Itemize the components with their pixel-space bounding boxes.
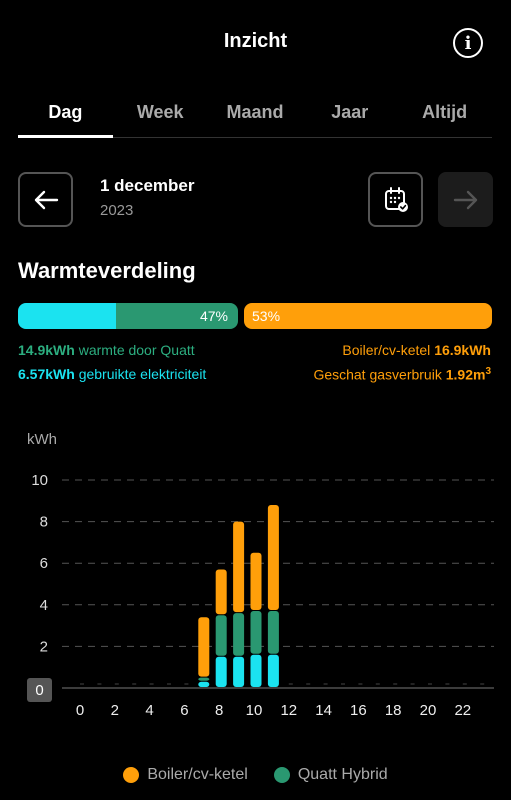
x-tick-label: 22 xyxy=(454,702,471,719)
y-tick-label: 6 xyxy=(40,555,48,572)
tab-maand[interactable]: Maand xyxy=(226,102,284,122)
legend-boiler[interactable]: Boiler/cv-ketel xyxy=(123,766,248,784)
tab-week[interactable]: Week xyxy=(136,102,184,122)
y-tick-label: 8 xyxy=(40,514,48,531)
tab-jaar[interactable]: Jaar xyxy=(331,102,369,122)
previous-day-button[interactable] xyxy=(18,172,73,227)
chart-legend: Boiler/cv-ketel Quatt Hybrid xyxy=(0,766,511,784)
y-tick-label: 0 xyxy=(35,682,43,699)
x-tick-label: 14 xyxy=(315,702,332,719)
x-tick-label: 12 xyxy=(280,702,297,719)
electricity-text: gebruikte elektriciteit xyxy=(74,366,207,382)
bar-quatthybrid-8 xyxy=(215,615,227,656)
legend-quatt-dot xyxy=(273,767,290,783)
tab-dag[interactable]: Dag xyxy=(18,96,113,138)
period-tabs: Dag Week Maand Jaar Altijd xyxy=(18,96,492,138)
bar-electricity-9 xyxy=(233,656,245,687)
x-tick-label: 8 xyxy=(215,702,223,719)
bar-boilercvketel-7 xyxy=(198,617,210,677)
bar-electricity-7 xyxy=(198,681,210,687)
quatt-heat-text: warmte door Quatt xyxy=(74,342,195,358)
gas-unit-sup: 3 xyxy=(485,366,491,377)
x-tick-label: 18 xyxy=(385,702,402,719)
x-tick-label: 6 xyxy=(180,702,188,719)
info-icon[interactable]: i xyxy=(453,28,483,58)
bar-electricity-11 xyxy=(267,654,279,687)
x-tick-label: 2 xyxy=(111,702,119,719)
bar-electricity-10 xyxy=(250,654,262,687)
legend-quatt-label: Quatt Hybrid xyxy=(297,766,388,783)
bar-quatthybrid-10 xyxy=(250,611,262,654)
bar-boilercvketel-9 xyxy=(233,521,245,613)
energy-bar-chart: kWh 0 2 4 6 8 10 0 2 4 6 8 10 12 14 16 18 20 22 xyxy=(27,431,494,719)
bar-quatthybrid-9 xyxy=(233,613,245,656)
gas-text: Geschat gasverbruik xyxy=(313,366,446,383)
quatt-heat-value: 14.9kWh xyxy=(18,342,75,358)
gas-value: 1.92m xyxy=(445,366,486,383)
x-tick-label: 4 xyxy=(145,702,153,719)
date-navigation: 1 december 2023 xyxy=(18,172,493,228)
legend-quatt[interactable]: Quatt Hybrid xyxy=(273,766,388,784)
bar-boilercvketel-8 xyxy=(215,569,227,615)
electricity-value: 6.57kWh xyxy=(18,366,75,382)
arrow-right-icon xyxy=(453,190,477,209)
arrow-left-icon xyxy=(34,190,58,209)
calendar-button[interactable] xyxy=(368,172,423,227)
y-tick-label: 2 xyxy=(40,638,48,655)
section-title: Warmteverdeling xyxy=(18,258,196,283)
electricity-segment xyxy=(18,303,116,329)
y-zero-badge xyxy=(27,678,52,702)
x-tick-label: 16 xyxy=(350,702,367,719)
quatt-heat-stat: 14.9kWh warmte door Quatt xyxy=(18,342,195,358)
y-tick-label: 10 xyxy=(31,472,48,489)
y-axis-label: kWh xyxy=(27,431,57,448)
tab-altijd[interactable]: Altijd xyxy=(422,102,468,122)
calendar-icon xyxy=(384,186,408,212)
date-year: 2023 xyxy=(100,202,134,219)
boiler-value: 16.9kWh xyxy=(434,342,491,358)
quatt-percent: 47% xyxy=(199,308,228,324)
bar-boilercvketel-11 xyxy=(267,504,279,611)
quatt-segment: 47% xyxy=(116,303,238,329)
bar-quatthybrid-11 xyxy=(267,611,279,654)
x-tick-label: 10 xyxy=(246,702,263,719)
electricity-stat: 6.57kWh gebruikte elektriciteit xyxy=(18,366,206,382)
header: Inzicht i xyxy=(0,0,511,86)
date-day: 1 december xyxy=(100,176,195,195)
page-title: Inzicht xyxy=(223,30,288,52)
legend-boiler-dot xyxy=(123,767,140,783)
boiler-stat: Boiler/cv-ketel 16.9kWh xyxy=(342,342,491,358)
boiler-percent: 53% xyxy=(252,308,281,324)
gas-stat: Geschat gasverbruik 1.92m3 xyxy=(313,366,491,383)
boiler-segment: 53% xyxy=(244,303,492,329)
bar-electricity-8 xyxy=(215,656,227,687)
heat-distribution-bar: 47% 53% xyxy=(18,303,492,329)
y-tick-label: 4 xyxy=(40,597,48,614)
legend-boiler-label: Boiler/cv-ketel xyxy=(147,766,248,783)
boiler-text: Boiler/cv-ketel xyxy=(342,342,435,358)
x-tick-label: 20 xyxy=(420,702,437,719)
bar-boilercvketel-10 xyxy=(250,552,262,611)
x-tick-label: 0 xyxy=(76,702,84,719)
bar-quatthybrid-7 xyxy=(198,677,210,681)
next-day-button[interactable] xyxy=(438,172,493,227)
